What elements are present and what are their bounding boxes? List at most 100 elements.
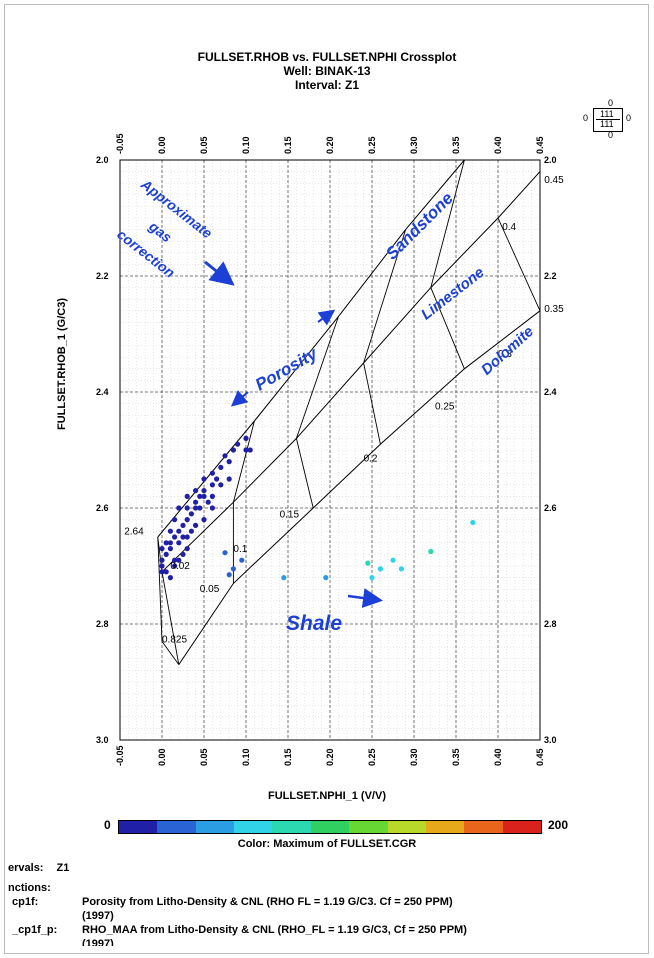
porosity-arrow-up — [317, 309, 336, 326]
data-point — [214, 476, 220, 482]
x-tick-label-top: 0.15 — [283, 136, 293, 154]
porosity-label: 0.3 — [498, 349, 512, 360]
data-point — [281, 575, 287, 581]
porosity-label: 0.02 — [170, 561, 190, 572]
x-tick-label-bottom: -0.05 — [115, 745, 125, 766]
y-tick-label-right: 3.0 — [544, 735, 557, 745]
data-point — [235, 441, 241, 447]
colorbar-segment — [464, 821, 503, 833]
legend-symbol: 0 0 111 111 0 0 — [578, 98, 638, 144]
data-points — [159, 435, 476, 581]
data-point — [218, 482, 224, 488]
data-point — [184, 546, 190, 552]
data-point — [167, 528, 173, 534]
data-point — [188, 528, 194, 534]
porosity-label: 0.15 — [280, 509, 300, 520]
porosity-connector — [363, 229, 407, 364]
colorbar-segment — [502, 821, 541, 833]
x-tick-label-bottom: 0.20 — [325, 748, 335, 766]
colorbar-segment — [349, 821, 388, 833]
envelope-line — [157, 536, 163, 642]
y-tick-label-left: 2.8 — [96, 619, 109, 629]
porosity-connector — [295, 316, 339, 439]
data-point — [193, 488, 199, 494]
data-point — [243, 447, 249, 453]
colorbar — [118, 820, 542, 834]
data-point — [226, 476, 232, 482]
envelope-line — [161, 641, 180, 665]
data-point — [209, 493, 215, 499]
gas-arrow — [204, 260, 235, 286]
data-point — [323, 575, 329, 581]
porosity-label: 0.35 — [544, 304, 564, 315]
legend-box: 111 111 — [593, 108, 623, 132]
data-point — [176, 540, 182, 546]
page-frame — [4, 4, 649, 954]
data-point — [167, 540, 173, 546]
porosity-label: 2.64 — [124, 527, 144, 538]
porosity-connector — [497, 217, 541, 311]
x-tick-label-top: 0.40 — [493, 136, 503, 154]
interval-name: Interval: Z1 — [294, 78, 360, 92]
x-tick-label-bottom: 0.40 — [493, 748, 503, 766]
x-tick-label-bottom: 0.35 — [451, 748, 461, 766]
data-point — [172, 534, 178, 540]
note-key: _cp1f_p: — [12, 924, 58, 936]
data-point — [398, 566, 404, 572]
data-point — [243, 435, 249, 441]
x-tick-label-top: 0.10 — [241, 136, 251, 154]
data-point — [218, 464, 224, 470]
data-point — [230, 447, 236, 453]
y-tick-label-right: 2.8 — [544, 619, 557, 629]
well-name: Well: BINAK-13 — [283, 64, 371, 78]
data-point — [180, 534, 186, 540]
plot-frame — [119, 159, 541, 741]
y-tick-label-left: 2.4 — [96, 387, 109, 397]
data-point — [163, 540, 169, 546]
data-point — [163, 551, 169, 558]
colorbar-caption: Color: Maximum of FULLSET.CGR — [237, 838, 417, 850]
colorbar-max-label: 200 — [548, 818, 569, 832]
colorbar-segment — [425, 821, 465, 833]
data-point — [167, 546, 173, 552]
x-tick-label-top: 0.00 — [157, 136, 167, 154]
note-value: (1997) — [82, 910, 114, 922]
data-point — [193, 505, 199, 511]
porosity-label: 0.825 — [162, 635, 187, 646]
colorbar-segment — [234, 821, 273, 833]
data-point — [201, 476, 207, 482]
x-tick-label-top: 0.45 — [535, 136, 545, 154]
x-tick-label-bottom: 0.00 — [157, 748, 167, 766]
porosity-arrow-down — [230, 390, 249, 407]
x-tick-label-bottom: 0.05 — [199, 748, 209, 766]
legend-left: 0 — [583, 113, 589, 123]
data-point — [197, 493, 203, 499]
note-key: nctions: — [8, 882, 51, 894]
data-point — [230, 566, 236, 572]
x-tick-label-top: 0.35 — [451, 136, 461, 154]
x-tick-label-top: -0.05 — [115, 133, 125, 154]
legend-right: 0 — [626, 113, 632, 123]
data-point — [184, 505, 190, 511]
data-point — [209, 470, 215, 476]
data-point — [172, 557, 178, 563]
x-tick-label-top: 0.25 — [367, 136, 377, 154]
data-point — [167, 575, 173, 581]
data-point — [247, 447, 253, 453]
data-point — [184, 517, 190, 523]
note-row: nctions: — [8, 882, 51, 894]
data-point — [197, 505, 203, 511]
x-tick-label-bottom: 0.25 — [367, 748, 377, 766]
porosity-connector — [430, 287, 465, 369]
data-point — [176, 505, 182, 511]
y-tick-label-right: 2.0 — [544, 155, 557, 165]
colorbar-segment — [119, 821, 158, 833]
data-point — [222, 453, 228, 459]
porosity-connector — [232, 420, 255, 503]
data-point — [226, 459, 232, 465]
x-tick-label-bottom: 0.10 — [241, 748, 251, 766]
y-tick-label-left: 2.6 — [96, 503, 109, 513]
colorbar-min-label: 0 — [104, 818, 111, 832]
porosity-labels: 2.64 0.02 0.1 0.05 0.15 0.2 0.25 0.3 0.35 0.4 0.45… — [124, 175, 564, 645]
